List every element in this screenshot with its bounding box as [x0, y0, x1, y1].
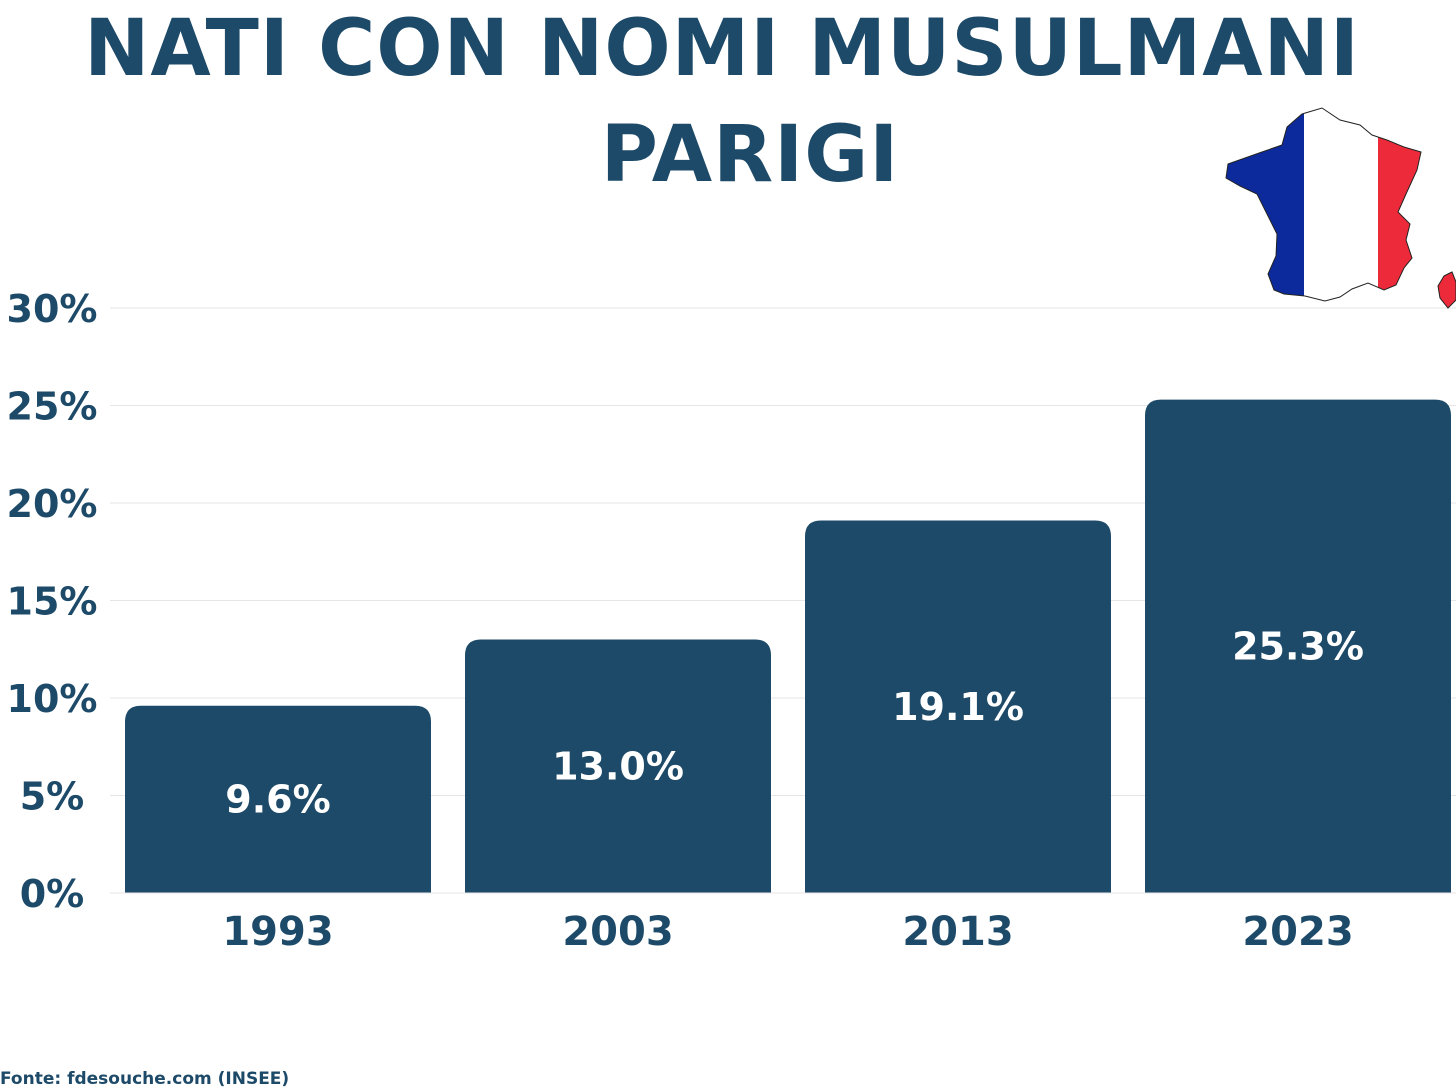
bar-value-label: 9.6%: [225, 777, 330, 821]
flag-white-band: [1304, 108, 1378, 301]
x-tick-label: 2003: [562, 909, 673, 955]
bar-2003: [465, 639, 771, 893]
chart-subtitle: PARIGI: [600, 110, 900, 200]
y-tick-label: 30%: [7, 287, 98, 331]
y-tick-label: 15%: [7, 580, 98, 624]
x-axis-ticks: 1993 2003 2013 2023: [222, 909, 1353, 955]
flag-red-band: [1378, 108, 1421, 301]
france-outline: [1225, 107, 1422, 302]
bar-1993: [125, 705, 431, 893]
y-tick-label: 25%: [7, 385, 98, 429]
x-tick-label: 2023: [1242, 909, 1353, 955]
y-tick-label: 0%: [20, 872, 85, 916]
bar-value-label: 13.0%: [552, 744, 684, 788]
y-tick-label: 20%: [7, 482, 98, 526]
chart-title: NATI CON NOMI MUSULMANI: [84, 4, 1360, 94]
x-tick-label: 2013: [902, 909, 1013, 955]
bar-2013: [805, 520, 1111, 893]
y-axis-ticks: 0% 5% 10% 15% 20% 25% 30%: [7, 287, 98, 916]
x-tick-label: 1993: [222, 909, 333, 955]
corsica-shape: [1437, 271, 1456, 309]
source-note: Fonte: fdesouche.com (INSEE): [0, 1069, 290, 1089]
y-tick-label: 10%: [7, 677, 98, 721]
bars: 9.6% 13.0% 19.1% 25.3%: [125, 399, 1451, 893]
y-tick-label: 5%: [20, 775, 85, 819]
bar-value-label: 19.1%: [892, 685, 1024, 729]
bar-2023: [1145, 399, 1451, 893]
bar-value-label: 25.3%: [1232, 624, 1364, 668]
france-flag-map-icon: [1225, 107, 1456, 309]
